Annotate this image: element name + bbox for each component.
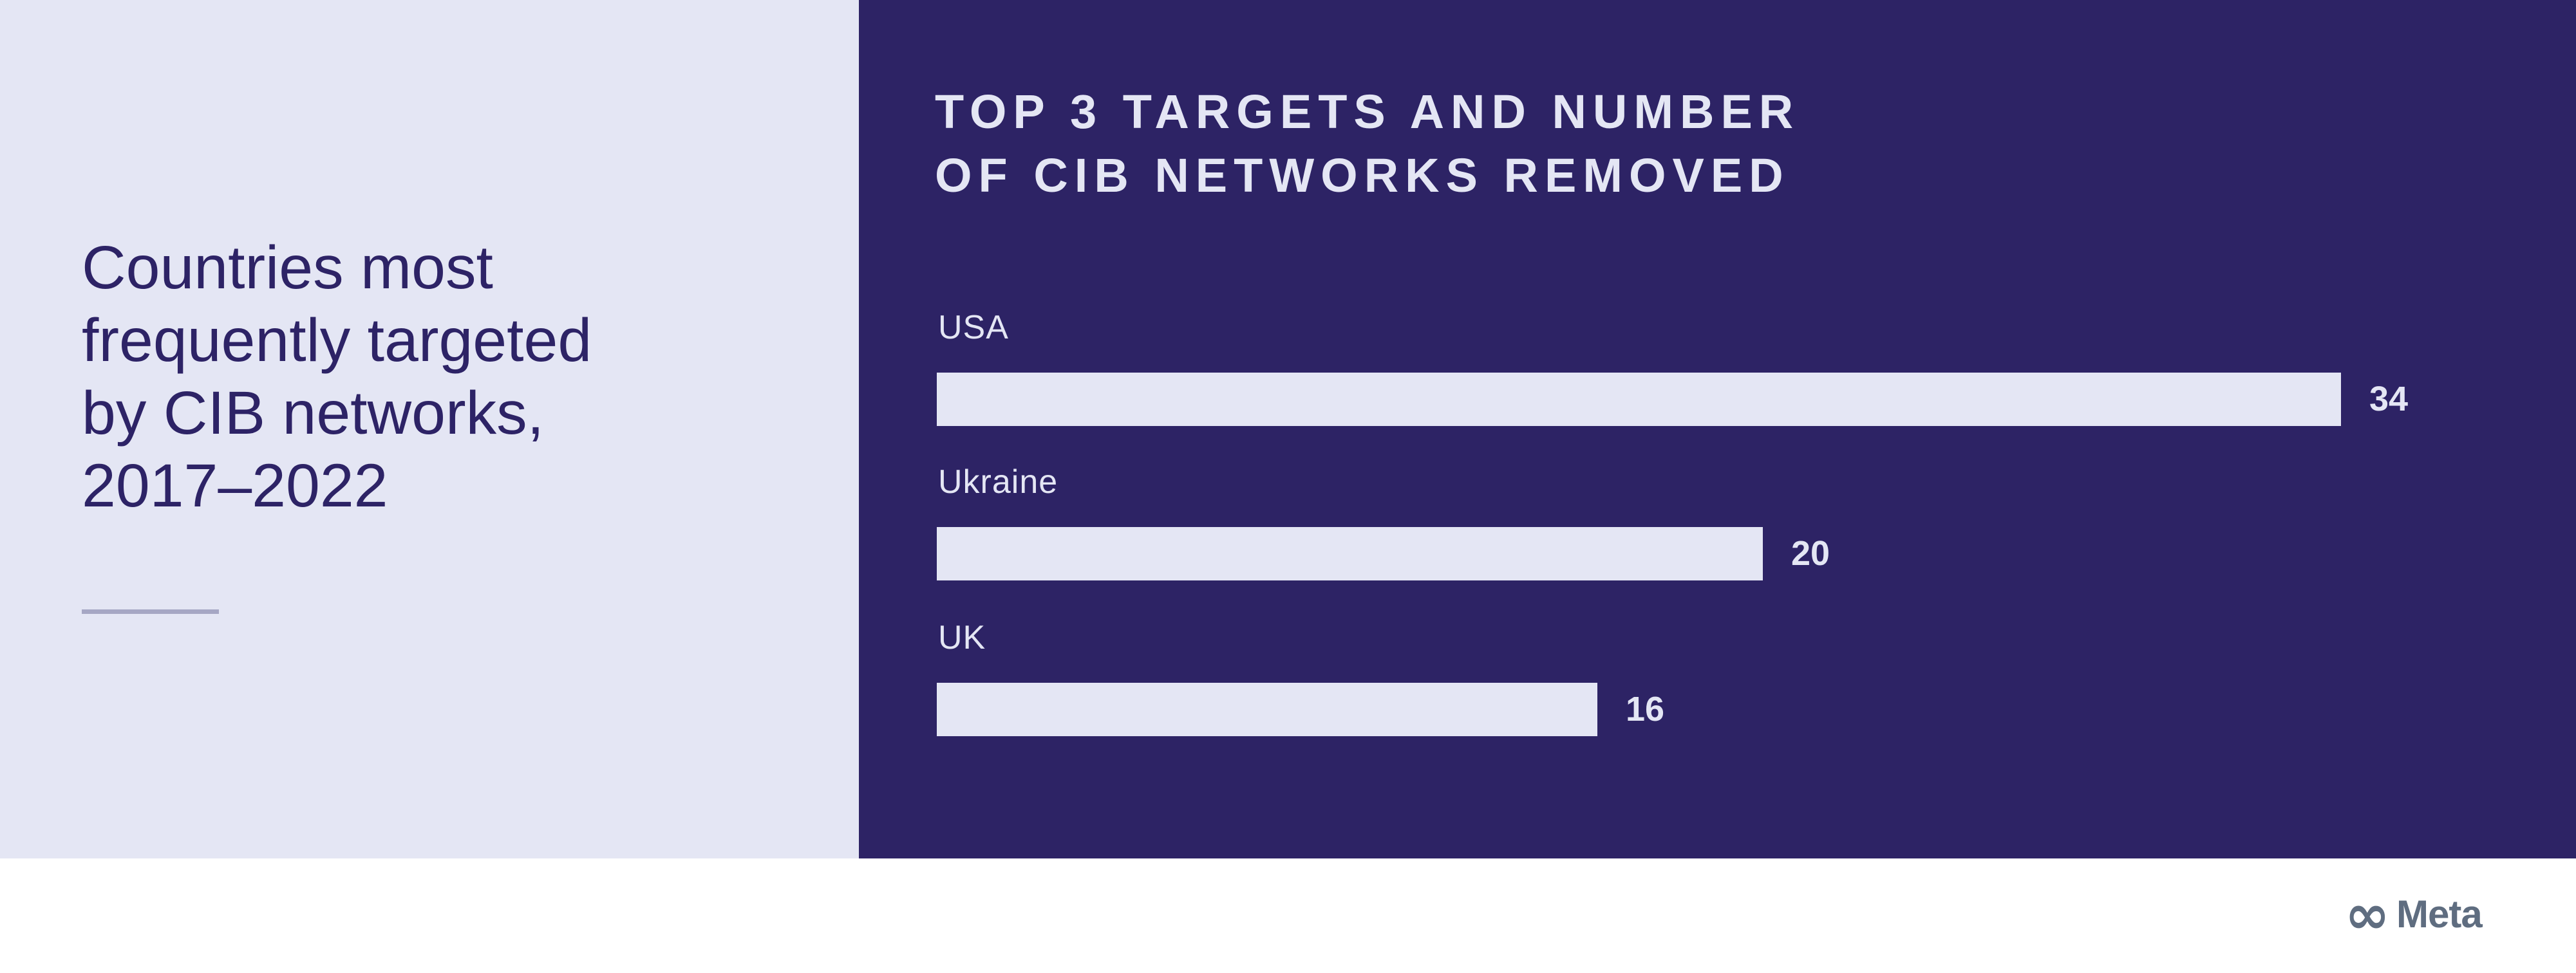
chart-title: TOP 3 TARGETS AND NUMBER OF CIB NETWORKS…: [935, 80, 1800, 207]
value-label-uk: 16: [1626, 690, 1665, 728]
meta-wordmark: Meta: [2396, 893, 2483, 936]
bar-row-ukraine: Ukraine 20: [859, 463, 2576, 585]
meta-infinity-icon: ∞: [2345, 883, 2390, 946]
footer-band: [0, 858, 2576, 973]
bar-uk: [937, 683, 1597, 736]
category-label-ukraine: Ukraine: [938, 463, 1058, 501]
chart-title-line-1: TOP 3 TARGETS AND NUMBER: [935, 85, 1800, 138]
title-line-1: Countries most: [82, 234, 493, 302]
bar-usa: [937, 373, 2341, 426]
title-line-4: 2017–2022: [82, 452, 388, 520]
divider-line: [82, 609, 219, 614]
meta-logo: ∞ Meta: [2345, 883, 2483, 946]
title-panel: Countries most frequently targeted by CI…: [0, 0, 859, 858]
title-line-2: frequently targeted: [82, 306, 592, 375]
bar-row-uk: UK 16: [859, 618, 2576, 741]
value-label-ukraine: 20: [1791, 534, 1830, 573]
bar-ukraine: [937, 527, 1763, 580]
page-title: Countries most frequently targeted by CI…: [82, 232, 592, 523]
category-label-usa: USA: [938, 309, 1009, 346]
chart-title-line-2: OF CIB NETWORKS REMOVED: [935, 149, 1790, 202]
chart-panel: TOP 3 TARGETS AND NUMBER OF CIB NETWORKS…: [859, 0, 2576, 858]
bar-row-usa: USA 34: [859, 308, 2576, 431]
title-line-3: by CIB networks,: [82, 379, 545, 447]
value-label-usa: 34: [2369, 380, 2409, 418]
category-label-uk: UK: [938, 619, 986, 656]
